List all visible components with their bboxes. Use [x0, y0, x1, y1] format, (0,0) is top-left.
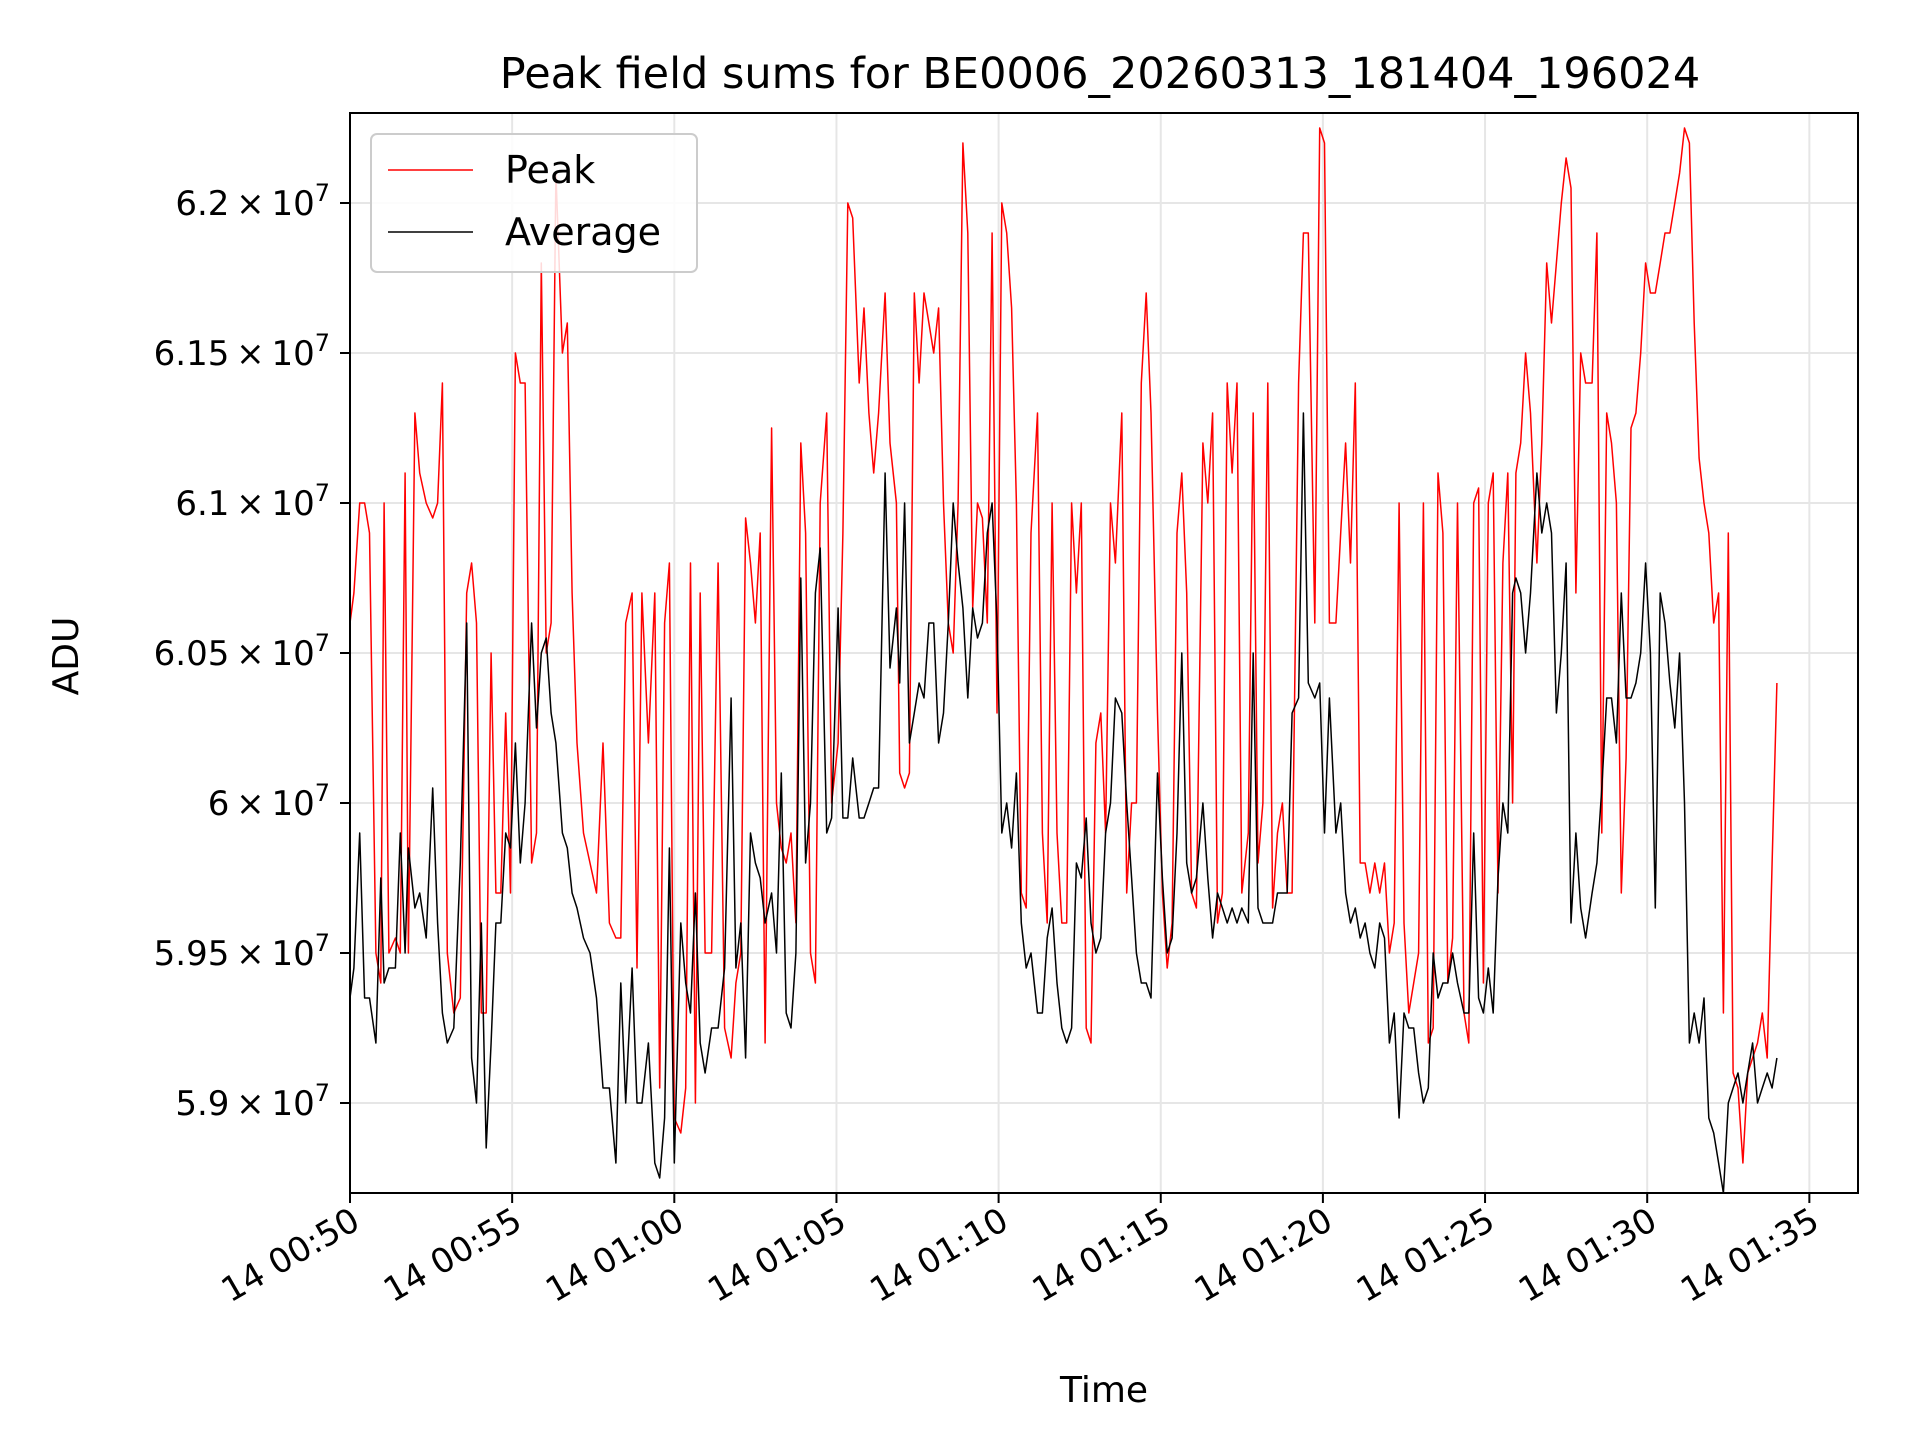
legend-label-peak: Peak: [505, 148, 595, 192]
legend-label-average: Average: [505, 210, 661, 254]
grid: [349, 113, 1858, 1193]
legend: Peak Average: [370, 133, 698, 273]
chart-title: Peak field sums for BE0006_20260313_1814…: [500, 49, 1700, 99]
y-tick-label: 5.9 × 107: [175, 1079, 330, 1124]
y-axis-ticks: 5.9 × 107 5.95 × 107 6 × 107 6.05 × 107 6.1 …: [154, 179, 350, 1124]
x-axis-label: Time: [1059, 1370, 1148, 1411]
series-line-peak: [350, 127, 1778, 1164]
y-tick-label: 6.1 × 107: [175, 479, 330, 524]
y-tick-label: 6.05 × 107: [154, 629, 330, 674]
y-tick-label: 6 × 107: [208, 779, 330, 824]
y-tick-label: 5.95 × 107: [154, 929, 330, 974]
y-axis-label: ADU: [46, 617, 87, 696]
series-lines: [350, 127, 1778, 1193]
legend-box: [370, 133, 698, 273]
y-tick-label: 6.2 × 107: [175, 179, 330, 224]
y-tick-label: 6.15 × 107: [154, 329, 330, 374]
series-line-average: [350, 412, 1778, 1193]
